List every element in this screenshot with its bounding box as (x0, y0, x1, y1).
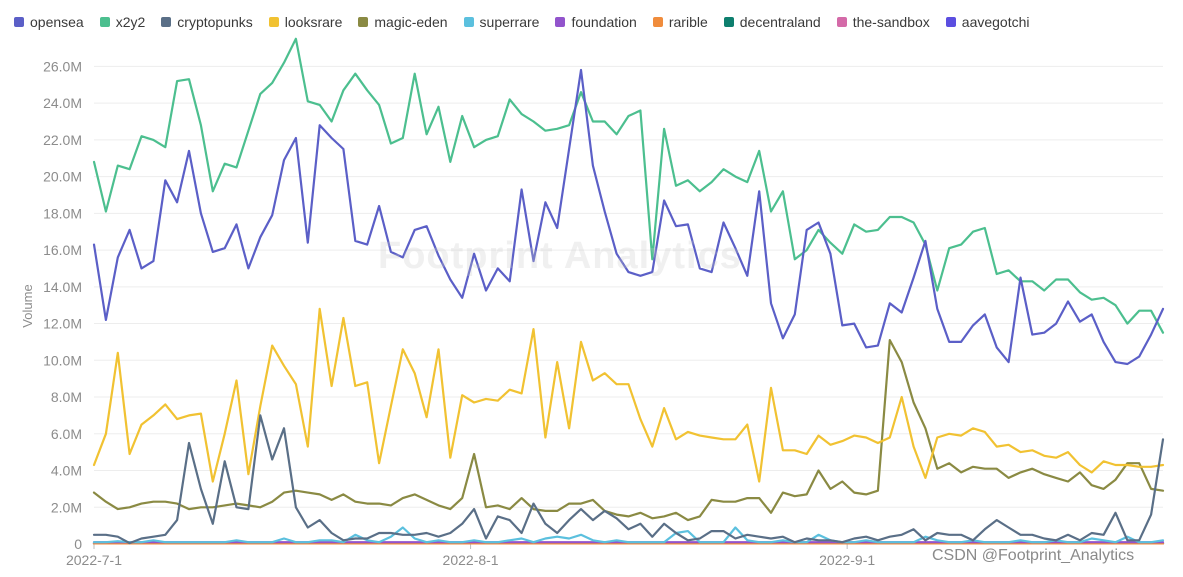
legend-item-cryptopunks[interactable]: cryptopunks (161, 14, 253, 30)
legend-label: magic-eden (374, 14, 448, 30)
legend-label: the-sandbox (852, 14, 930, 30)
legend-label: opensea (30, 14, 84, 30)
legend-item-x2y2[interactable]: x2y2 (99, 14, 146, 30)
legend-item-superrare[interactable]: superrare (463, 14, 540, 30)
legend-label: decentraland (739, 14, 821, 30)
legend-item-rarible[interactable]: rarible (652, 14, 708, 30)
y-tick-label: 4.0M (51, 463, 82, 479)
y-tick-label: 0 (74, 536, 82, 552)
x-tick-label: 2022-8-1 (443, 552, 499, 568)
y-tick-label: 12.0M (43, 316, 82, 332)
legend-swatch (14, 17, 24, 27)
chart-legend: opensea x2y2 cryptopunks looksrare magic-ede… (14, 14, 1030, 30)
y-tick-label: 10.0M (43, 352, 82, 368)
legend-item-opensea[interactable]: opensea (14, 14, 84, 30)
legend-swatch (463, 17, 474, 27)
y-tick-label: 14.0M (43, 279, 82, 295)
y-tick-label: 8.0M (51, 389, 82, 405)
legend-swatch (836, 17, 847, 27)
series-line-superrare (92, 526, 1165, 544)
legend-label: foundation (571, 14, 637, 30)
legend-label: rarible (668, 14, 708, 30)
legend-swatch (161, 17, 172, 27)
legend-item-magic-eden[interactable]: magic-eden (358, 14, 448, 30)
legend-swatch (555, 17, 566, 27)
legend-item-aavegotchi[interactable]: aavegotchi (945, 14, 1030, 30)
series-line-opensea (92, 68, 1165, 366)
series-line-x2y2 (92, 37, 1165, 334)
legend-label: x2y2 (115, 14, 146, 30)
y-tick-label: 20.0M (43, 169, 82, 185)
series-line-magic-eden (92, 339, 1165, 522)
y-tick-label: 18.0M (43, 205, 82, 221)
y-tick-label: 16.0M (43, 242, 82, 258)
x-tick-label: 2022-9-1 (819, 552, 875, 568)
y-tick-label: 24.0M (43, 95, 82, 111)
legend-swatch (652, 17, 663, 27)
legend-item-looksrare[interactable]: looksrare (268, 14, 343, 30)
legend-label: aavegotchi (961, 14, 1030, 30)
series-line-looksrare (92, 307, 1165, 483)
legend-item-decentraland[interactable]: decentraland (723, 14, 821, 30)
legend-label: superrare (479, 14, 540, 30)
legend-label: looksrare (284, 14, 343, 30)
legend-item-foundation[interactable]: foundation (555, 14, 637, 30)
y-axis-label: Volume (20, 284, 35, 327)
legend-swatch (945, 17, 956, 27)
series-line-cryptopunks (92, 414, 1165, 545)
y-tick-label: 26.0M (43, 58, 82, 74)
csdn-attribution: CSDN @Footprint_Analytics (932, 547, 1135, 564)
y-tick-label: 22.0M (43, 132, 82, 148)
legend-swatch (723, 17, 734, 27)
legend-label: cryptopunks (177, 14, 253, 30)
x-tick-label: 2022-7-1 (66, 552, 122, 568)
legend-swatch (99, 17, 110, 27)
footprint-watermark: Footprint Analytics (378, 235, 742, 277)
y-tick-label: 6.0M (51, 426, 82, 442)
legend-swatch (358, 17, 369, 27)
legend-swatch (268, 17, 279, 27)
legend-item-the-sandbox[interactable]: the-sandbox (836, 14, 930, 30)
y-tick-label: 2.0M (51, 499, 82, 515)
